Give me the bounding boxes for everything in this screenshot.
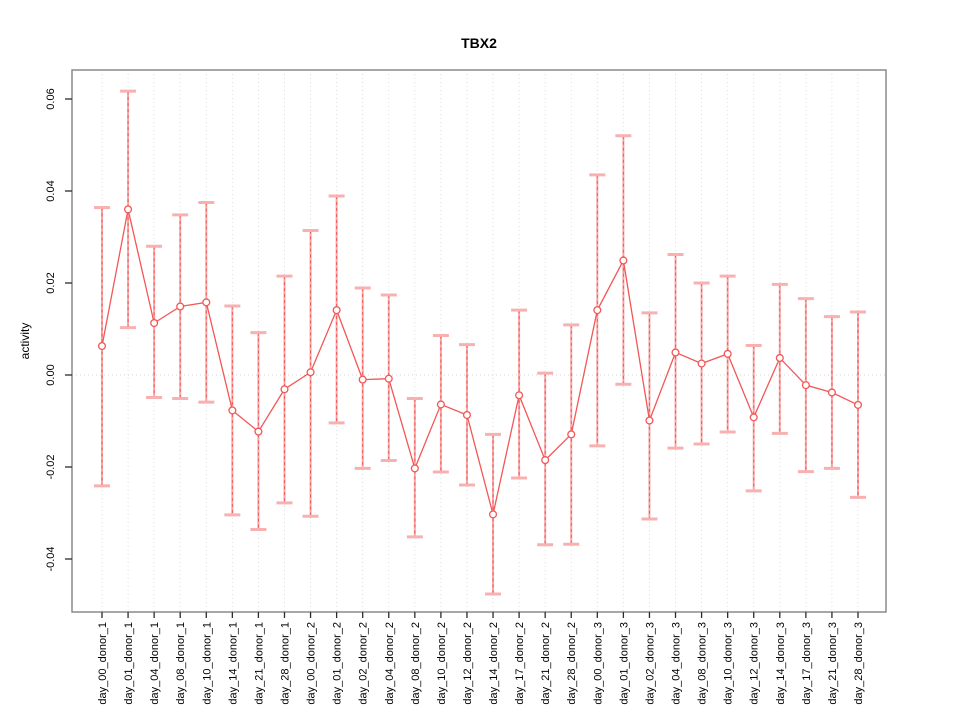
plot-border (71, 69, 887, 613)
data-point-marker (202, 298, 211, 307)
x-tick-label: day_04_donor_2 (384, 622, 396, 705)
x-tick-label: day_17_donor_3 (801, 622, 813, 705)
data-point-marker (280, 385, 289, 394)
data-point-marker (254, 427, 263, 436)
plot-content: 0.06 0.04 0.02 0.00 -0.02 -0.04 day_00_donor_1… (45, 69, 887, 705)
data-point-marker (462, 410, 472, 420)
data-point-marker (97, 341, 107, 351)
x-tick-label: day_01_donor_2 (332, 622, 344, 705)
data-point-marker (619, 256, 628, 265)
chart-title: TBX2 (461, 35, 497, 51)
data-point-marker (150, 318, 159, 328)
x-tick-label: day_04_donor_3 (671, 622, 683, 705)
data-point-marker (228, 406, 237, 415)
series-line (101, 209, 859, 515)
data-point-marker (358, 375, 367, 384)
data-point-marker (176, 302, 185, 311)
x-tick-label: day_01_donor_1 (123, 622, 135, 705)
data-point-marker (488, 510, 498, 519)
x-tick-label: day_08_donor_3 (697, 622, 709, 705)
x-tick-label: day_00_donor_3 (592, 622, 604, 705)
x-tick-label: day_08_donor_1 (175, 622, 187, 705)
y-tick-label: 0.04 (45, 180, 57, 201)
x-tick-label: day_04_donor_1 (149, 622, 161, 705)
x-tick-label: day_14_donor_1 (227, 622, 239, 705)
data-point-marker (697, 359, 706, 368)
data-point-marker (801, 381, 810, 390)
data-point-marker (775, 353, 784, 363)
y-tick-label: 0.06 (45, 88, 57, 109)
data-point-marker (306, 368, 315, 377)
data-point-marker (749, 413, 758, 422)
x-tick-label: day_02_donor_2 (358, 622, 370, 705)
data-point-marker (515, 391, 524, 400)
y-tick-label: -0.02 (45, 454, 57, 479)
data-point-marker (567, 430, 576, 439)
x-tick-label: day_28_donor_3 (853, 622, 865, 705)
x-tick-label: day_21_donor_3 (827, 622, 839, 705)
x-tick-label: day_00_donor_2 (306, 622, 318, 705)
x-tick-label: day_14_donor_2 (488, 622, 500, 705)
x-tick-label: day_12_donor_3 (749, 622, 761, 705)
x-tick-label: day_10_donor_1 (201, 622, 213, 705)
x-tick-label: day_01_donor_3 (618, 622, 630, 705)
x-tick-label: day_12_donor_2 (462, 622, 474, 705)
data-point-marker (671, 348, 680, 357)
y-tick-label: -0.04 (45, 546, 57, 571)
x-tick-label: day_00_donor_1 (97, 622, 109, 705)
x-tick-label: day_28_donor_1 (279, 622, 291, 705)
data-point-marker (723, 349, 732, 358)
data-point-marker (332, 306, 341, 315)
y-tick-label: 0.00 (45, 364, 57, 385)
data-point-marker (436, 400, 445, 409)
data-point-marker (853, 400, 863, 409)
data-point-marker (410, 464, 419, 473)
data-point-marker (827, 388, 836, 397)
y-tick-label: 0.02 (45, 272, 57, 293)
x-tick-label: day_21_donor_1 (253, 622, 265, 705)
data-point-marker (384, 374, 393, 383)
x-tick-label: day_02_donor_3 (644, 622, 656, 705)
y-axis-title: activity (18, 323, 32, 360)
x-tick-label: day_10_donor_3 (723, 622, 735, 705)
x-tick-label: day_10_donor_2 (436, 622, 448, 705)
x-tick-label: day_28_donor_2 (566, 622, 578, 705)
data-point-marker (541, 456, 550, 465)
x-tick-label: day_08_donor_2 (410, 622, 422, 705)
x-tick-label: day_17_donor_2 (514, 622, 526, 705)
data-point-marker (645, 416, 654, 425)
x-tick-label: day_14_donor_3 (775, 622, 787, 705)
x-tick-label: day_21_donor_2 (540, 622, 552, 705)
data-point-marker (593, 306, 602, 315)
data-point-marker (124, 205, 133, 214)
